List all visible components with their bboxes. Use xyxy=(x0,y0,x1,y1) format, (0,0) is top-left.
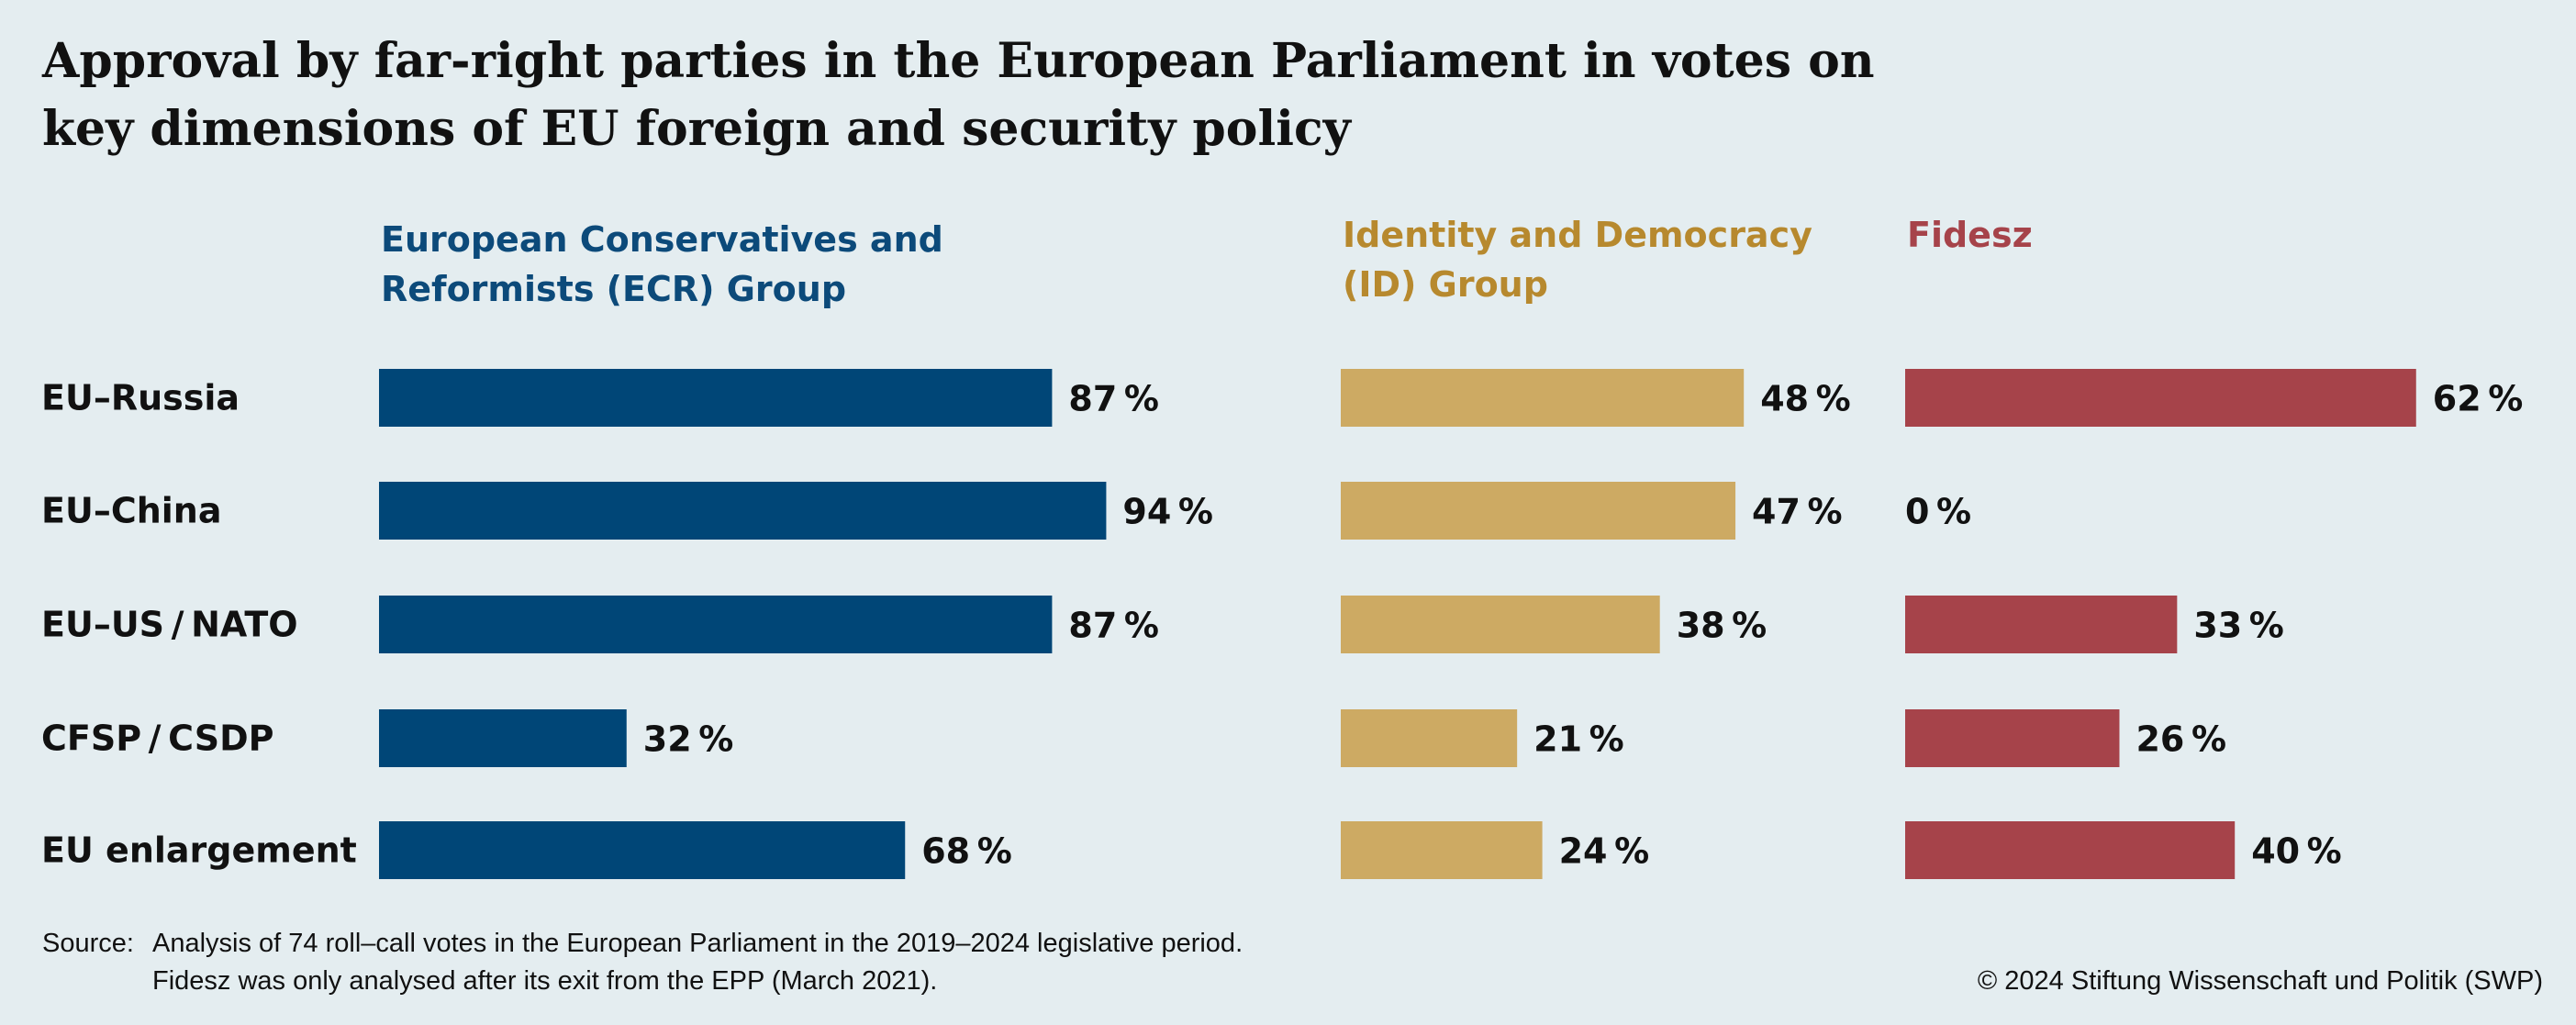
value-label-s2-2: 33 % xyxy=(2193,606,2284,646)
bar-s0-2 xyxy=(379,596,1053,653)
bar-s0-0 xyxy=(379,369,1053,427)
value-label-s0-0: 87 % xyxy=(1068,379,1159,419)
series-name-1-line-1: (ID) Group xyxy=(1343,264,1548,305)
category-label-3: CFSP / CSDP xyxy=(41,719,273,759)
value-label-s1-3: 21 % xyxy=(1533,719,1624,760)
value-label-s2-1: 0 % xyxy=(1905,492,1971,532)
series-name-0-line-1: Reformists (ECR) Group xyxy=(381,269,846,309)
value-label-s0-1: 94 % xyxy=(1122,492,1213,532)
category-label-0: EU–Russia xyxy=(41,378,240,418)
copyright-note: © 2024 Stiftung Wissenschaft und Politik… xyxy=(1977,966,2543,996)
category-label-1: EU–China xyxy=(41,491,221,531)
bar-s2-3 xyxy=(1905,709,2120,767)
series-name-0-line-0: European Conservatives and xyxy=(381,219,943,260)
value-label-s0-3: 32 % xyxy=(643,719,734,760)
chart-title-line-2: key dimensions of EU foreign and securit… xyxy=(42,101,1351,157)
value-label-s2-3: 26 % xyxy=(2136,719,2226,760)
category-label-4: EU enlargement xyxy=(41,830,357,871)
source-line-2: Fidesz was only analysed after its exit … xyxy=(152,966,938,996)
bar-s1-0 xyxy=(1341,369,1745,427)
series-name-1-line-0: Identity and Democracy xyxy=(1343,215,1812,255)
bar-s1-4 xyxy=(1341,821,1543,879)
source-note: Source: Analysis of 74 roll–call votes in… xyxy=(42,925,1243,1000)
source-label: Source: xyxy=(42,929,134,958)
value-label-s0-2: 87 % xyxy=(1068,606,1159,646)
bar-s0-4 xyxy=(379,821,906,879)
bar-s1-1 xyxy=(1341,482,1736,540)
value-label-s0-4: 68 % xyxy=(921,831,1012,872)
bar-s1-2 xyxy=(1341,596,1660,653)
chart-title-line-1: Approval by far-right parties in the Eur… xyxy=(42,33,1875,89)
value-label-s1-4: 24 % xyxy=(1559,831,1650,872)
value-label-s1-0: 48 % xyxy=(1760,379,1851,419)
bar-s2-2 xyxy=(1905,596,2178,653)
series-name-2-line-0: Fidesz xyxy=(1907,215,2033,255)
value-label-s2-4: 40 % xyxy=(2251,831,2342,872)
bar-s0-1 xyxy=(379,482,1107,540)
bar-s1-3 xyxy=(1341,709,1518,767)
bar-s2-0 xyxy=(1905,369,2416,427)
source-line-1: Analysis of 74 roll–call votes in the Eu… xyxy=(152,929,1243,958)
value-label-s2-0: 62 % xyxy=(2433,379,2524,419)
bar-s0-3 xyxy=(379,709,627,767)
value-label-s1-1: 47 % xyxy=(1752,492,1843,532)
chart-title: Approval by far-right parties in the Eur… xyxy=(42,28,1878,163)
value-label-s1-2: 38 % xyxy=(1677,606,1768,646)
bar-s2-4 xyxy=(1905,821,2236,879)
category-label-2: EU–US / NATO xyxy=(41,605,298,645)
bar-chart: EU–Russia EU–China EU–US / NATO CFSP / CSDP… xyxy=(41,215,2524,879)
